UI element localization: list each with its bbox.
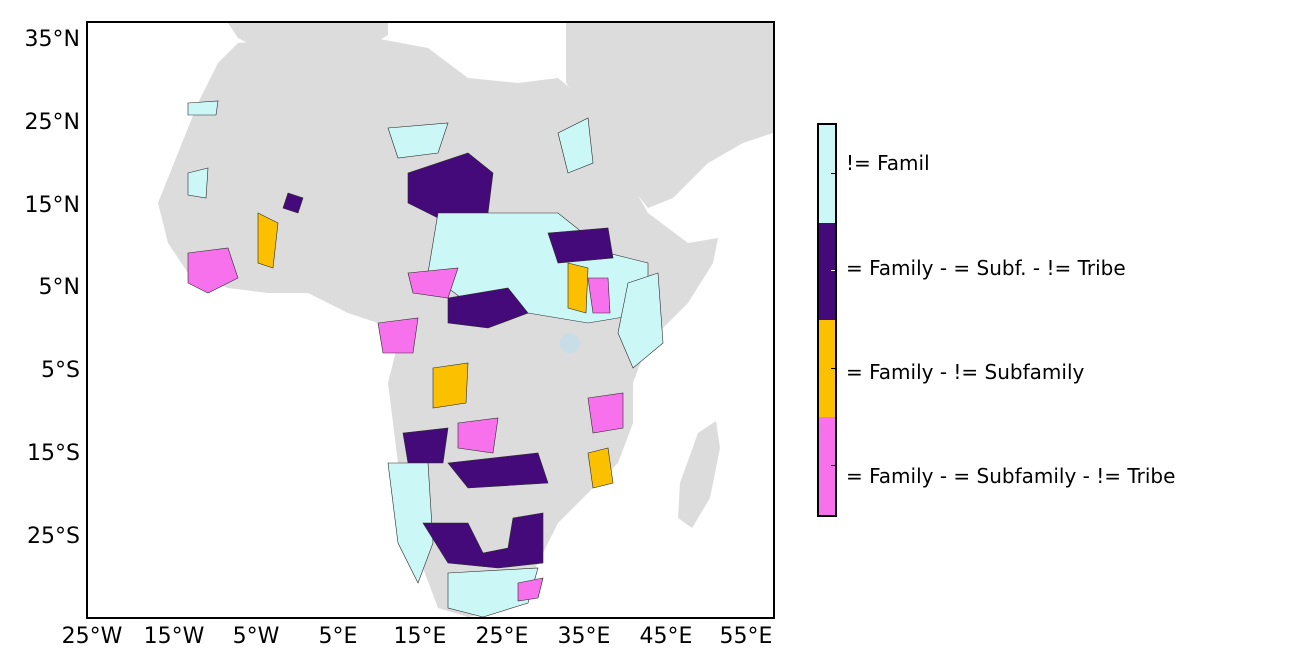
region-famil — [187, 100, 219, 116]
region-famil — [187, 167, 209, 199]
region-subf — [447, 287, 529, 329]
region-famil — [557, 117, 594, 174]
legend-label: = Family - = Subfamily - != Tribe — [846, 464, 1176, 488]
lat-tick: 25°N — [24, 110, 80, 135]
lake — [560, 333, 580, 353]
lon-tick: 35°E — [557, 624, 611, 649]
region-subf — [282, 192, 304, 214]
lat-tick: 5°N — [38, 275, 80, 300]
legend-tick — [831, 270, 835, 271]
map-panel — [86, 21, 775, 619]
lat-tick: 25°S — [27, 524, 80, 549]
legend-colorbar — [817, 123, 837, 517]
region-famil — [387, 122, 449, 159]
region-subf — [402, 427, 449, 464]
legend-tick — [831, 465, 835, 466]
legend-label: = Family - = Subf. - != Tribe — [846, 256, 1126, 280]
legend-swatch-subfamily — [819, 320, 835, 417]
region-tribe — [187, 247, 239, 294]
lon-tick: 25°W — [61, 624, 123, 649]
region-subfamily — [257, 212, 279, 269]
region-subfamily — [587, 447, 614, 489]
region-subf — [447, 452, 549, 489]
lat-tick: 5°S — [41, 358, 80, 383]
legend-label: = Family - != Subfamily — [846, 360, 1085, 384]
lon-tick: 15°W — [143, 624, 205, 649]
region-tribe — [407, 267, 459, 299]
lon-tick: 15°E — [393, 624, 447, 649]
lat-tick: 35°N — [24, 27, 80, 52]
africa-map — [158, 23, 773, 617]
legend-label: != Famil — [846, 151, 930, 175]
region-famil — [617, 272, 664, 369]
legend-tick — [831, 173, 835, 174]
region-tribe — [587, 392, 624, 434]
lat-tick: 15°N — [24, 193, 80, 218]
region-subf — [422, 512, 544, 569]
region-subfamily — [432, 362, 469, 409]
lon-tick: 25°E — [475, 624, 529, 649]
region-famil — [387, 462, 434, 584]
region-famil — [447, 567, 539, 617]
region-tribe — [457, 417, 499, 454]
lon-tick: 5°E — [318, 624, 358, 649]
region-tribe — [517, 577, 544, 602]
lon-tick: 45°E — [639, 624, 693, 649]
legend-swatch-famil — [819, 125, 835, 223]
region-tribe — [587, 277, 611, 314]
lon-tick: 5°W — [232, 624, 280, 649]
region-subf — [547, 227, 614, 264]
lon-tick: 55°E — [719, 624, 773, 649]
madagascar — [678, 421, 720, 528]
lat-tick: 15°S — [27, 441, 80, 466]
region-tribe — [377, 317, 419, 354]
region-subfamily — [567, 262, 589, 314]
africa-landmass — [158, 33, 718, 617]
legend-swatch-tribe — [819, 417, 835, 515]
legend-tick — [831, 368, 835, 369]
legend-swatch-subf — [819, 223, 835, 320]
